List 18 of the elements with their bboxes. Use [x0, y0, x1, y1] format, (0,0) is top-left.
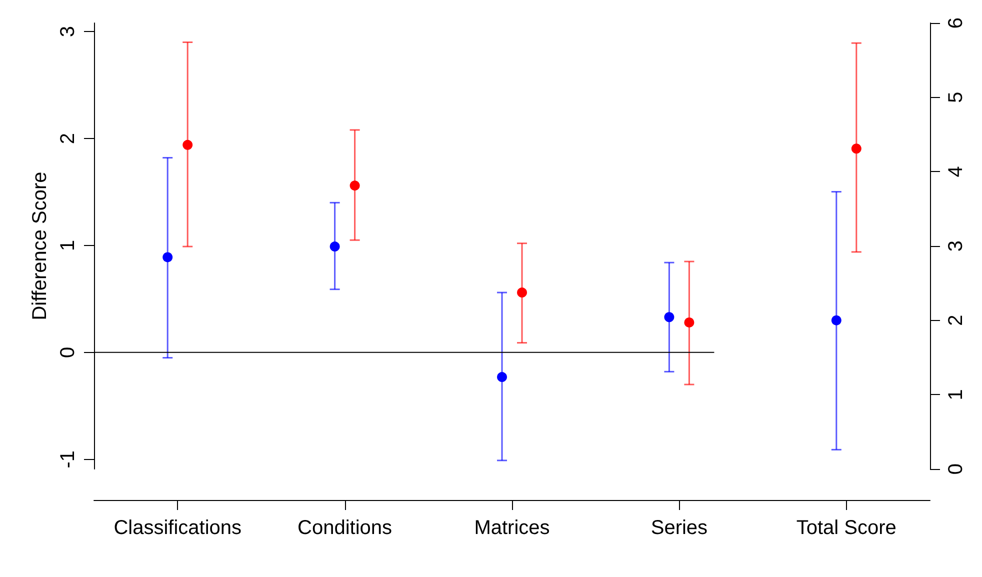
y2-tick-label: 1 [945, 389, 967, 400]
y2-tick-label: 5 [945, 92, 967, 103]
y2-tick-label: 4 [945, 166, 967, 178]
x-tick-label: Classifications [114, 517, 242, 539]
y-axis-title: Difference Score [29, 172, 52, 320]
x-tick-label: Series [650, 517, 708, 539]
x-tick-label: Conditions [298, 517, 392, 539]
y-tick-label: 1 [57, 240, 79, 252]
y-tick-label: 2 [57, 132, 79, 144]
y2-tick-label: 3 [945, 240, 967, 252]
y-tick-label: 3 [57, 26, 79, 38]
y2-tick-label: 6 [945, 17, 967, 29]
y2-tick-label: 0 [945, 463, 967, 475]
x-tick-label: Total Score [796, 517, 896, 539]
y2-tick-label: 2 [945, 314, 967, 326]
x-tick-label: Matrices [474, 517, 550, 539]
y-tick-label: -1 [57, 450, 79, 468]
y-tick-label: 0 [57, 346, 79, 358]
